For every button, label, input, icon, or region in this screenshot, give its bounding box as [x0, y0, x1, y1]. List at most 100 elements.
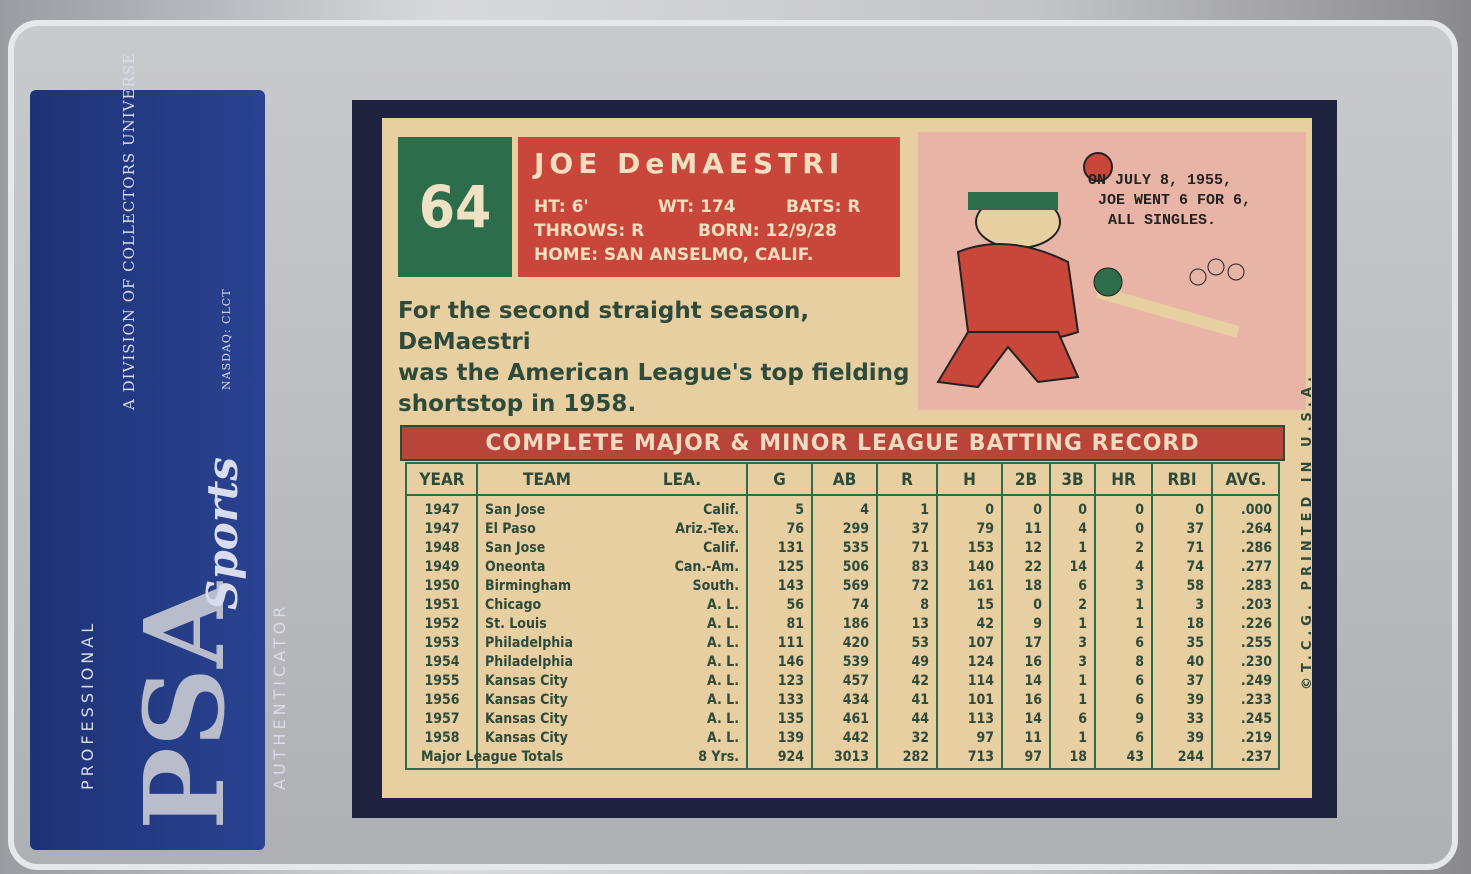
column-header: R: [901, 470, 913, 490]
table-cell: A. L.: [707, 597, 739, 613]
table-cell: 17: [1024, 635, 1042, 651]
table-cell: 74: [1186, 559, 1204, 575]
stat: BATS: R: [786, 197, 861, 217]
table-cell: Kansas City: [485, 673, 568, 689]
cartoon-art: [936, 152, 1245, 389]
table-cell: Kansas City: [485, 711, 568, 727]
column-rule: [1211, 464, 1213, 768]
bio-line: shortstop in 1958.: [398, 391, 637, 417]
table-cell: 40: [1186, 654, 1204, 670]
table-cell: 186: [842, 616, 869, 632]
table-cell: 111: [777, 635, 804, 651]
table-cell: 4: [1135, 559, 1144, 575]
table-cell: Birmingham: [485, 578, 572, 594]
table-cell: 71: [911, 540, 929, 556]
table-cell: 6: [1135, 673, 1144, 689]
table-cell: 420: [842, 635, 869, 651]
table-cell: 3: [1195, 597, 1204, 613]
table-cell: Kansas City: [485, 692, 568, 708]
table-cell: 3: [1135, 578, 1144, 594]
table-cell: 56: [786, 597, 804, 613]
table-cell: 434: [842, 692, 869, 708]
table-cell: A. L.: [707, 654, 739, 670]
table-cell: 37: [1186, 521, 1204, 537]
table-cell: 0: [985, 502, 994, 518]
column-header: AVG.: [1225, 470, 1267, 490]
column-header: AB: [832, 470, 857, 490]
table-cell: 1957: [424, 711, 460, 727]
table-cell: 2: [1078, 597, 1087, 613]
column-rule: [1049, 464, 1051, 768]
table-cell: 3013: [833, 749, 869, 765]
table-cell: 6: [1078, 578, 1087, 594]
table-cell: 153: [967, 540, 994, 556]
table-cell: 0: [1033, 597, 1042, 613]
table-cell: .230: [1240, 654, 1272, 670]
table-cell: 18: [1024, 578, 1042, 594]
table-cell: 81: [786, 616, 804, 632]
table-cell: Calif.: [703, 540, 739, 556]
imprint: ©T.C.G. PRINTED IN U.S.A.: [1300, 371, 1315, 690]
table-cell: 506: [842, 559, 869, 575]
bio-line: was the American League's top fielding: [398, 360, 910, 386]
table-cell: 113: [967, 711, 994, 727]
player-name: JOE DeMAESTRI: [534, 147, 845, 180]
table-cell: 9: [1135, 711, 1144, 727]
table-cell: 71: [1186, 540, 1204, 556]
table-cell: Philadelphia: [485, 654, 573, 670]
table-cell: 33: [1186, 711, 1204, 727]
cartoon-caption: ON JULY 8, 1955,: [1088, 172, 1233, 189]
table-cell: 9: [1033, 616, 1042, 632]
table-cell: 3: [1078, 654, 1087, 670]
table-cell: 133: [777, 692, 804, 708]
table-cell: 535: [842, 540, 869, 556]
table-cell: A. L.: [707, 635, 739, 651]
table-cell: 1947: [424, 502, 460, 518]
name-box: JOE DeMAESTRI HT: 6' WT: 174 BATS: R THR…: [518, 137, 900, 277]
table-cell: 1949: [424, 559, 460, 575]
table-cell: A. L.: [707, 673, 739, 689]
column-rule: [1001, 464, 1003, 768]
table-cell: Major League Totals: [421, 749, 564, 765]
table-cell: 140: [967, 559, 994, 575]
table-cell: San Jose: [485, 502, 546, 518]
table-cell: 4: [860, 502, 869, 518]
table-cell: 713: [967, 749, 994, 765]
table-cell: .237: [1240, 749, 1272, 765]
table-cell: 1: [1078, 616, 1087, 632]
column-rule: [746, 464, 748, 768]
column-rule: [936, 464, 938, 768]
column-rule: [1151, 464, 1153, 768]
table-cell: 35: [1186, 635, 1204, 651]
label-top: PROFESSIONAL: [78, 619, 97, 790]
table-cell: 1950: [424, 578, 460, 594]
table-cell: 4: [1078, 521, 1087, 537]
table-cell: 1: [1135, 616, 1144, 632]
table-cell: El Paso: [485, 521, 536, 537]
table-cell: 114: [967, 673, 994, 689]
table-cell: 15: [976, 597, 994, 613]
table-cell: 1952: [424, 616, 460, 632]
table-cell: 43: [1126, 749, 1144, 765]
table-cell: 3: [1078, 635, 1087, 651]
label-bottom: AUTHENTICATOR: [270, 602, 289, 790]
table-cell: Chicago: [485, 597, 542, 613]
table-cell: 14: [1024, 711, 1042, 727]
table-cell: 461: [842, 711, 869, 727]
table-title: COMPLETE MAJOR & MINOR LEAGUE BATTING RE…: [400, 425, 1285, 461]
table-cell: 0: [1135, 502, 1144, 518]
table-cell: 539: [842, 654, 869, 670]
table-cell: 124: [967, 654, 994, 670]
table-cell: 1951: [424, 597, 460, 613]
column-rule: [1094, 464, 1096, 768]
column-rule: [876, 464, 878, 768]
column-header: 3B: [1061, 470, 1084, 490]
bio-line: For the second straight season, DeMaestr…: [398, 298, 810, 355]
label-division: A DIVISION OF COLLECTORS UNIVERSE: [120, 52, 138, 410]
bio: For the second straight season, DeMaestr…: [398, 296, 910, 420]
cartoon: ON JULY 8, 1955, JOE WENT 6 FOR 6, ALL S…: [918, 132, 1306, 410]
table-cell: .249: [1240, 673, 1272, 689]
table-cell: 1954: [424, 654, 460, 670]
label-brand: PSA: [120, 582, 249, 831]
table-cell: 569: [842, 578, 869, 594]
